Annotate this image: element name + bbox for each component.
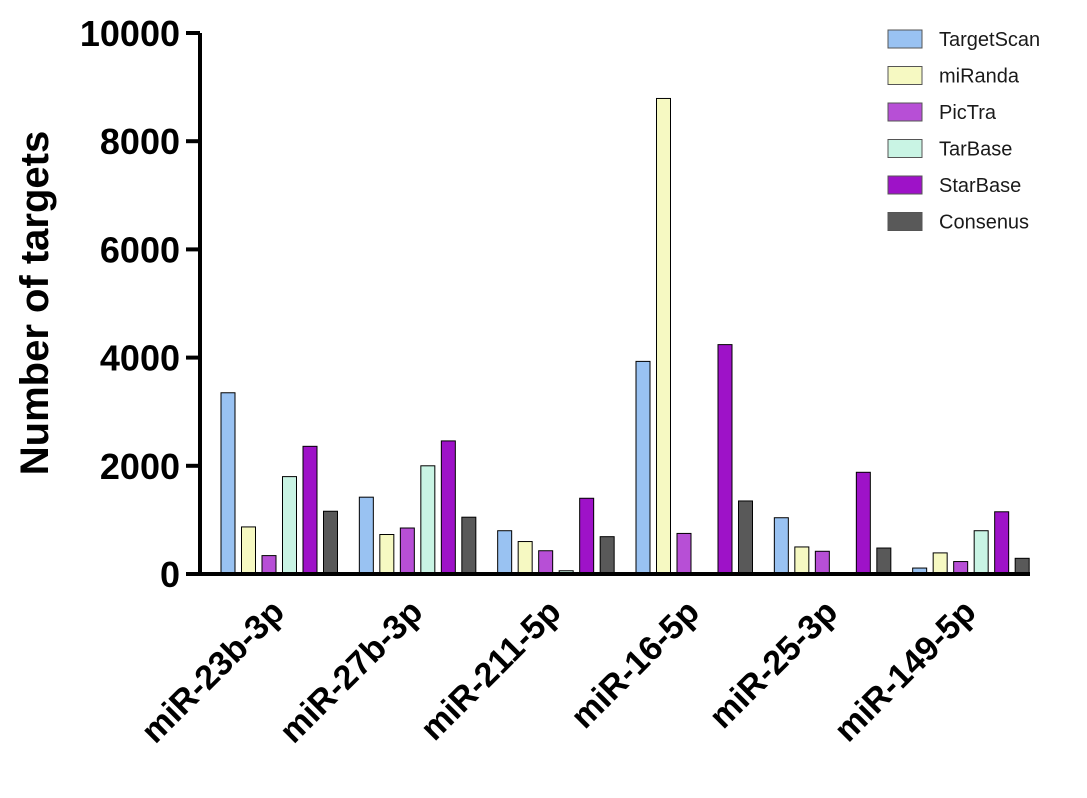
bar-group-miR-16-5p	[635, 97, 753, 575]
bar-Consenus-miR-211-5p	[599, 536, 615, 575]
bar-StarBase-miR-27b-3p	[440, 440, 456, 575]
bar-TargetScan-miR-27b-3p	[358, 496, 374, 575]
bar-Consenus-miR-149-5p	[1014, 557, 1030, 575]
bar-Consenus-miR-23b-3p	[323, 510, 338, 575]
x-tick-label: miR-149-5p	[827, 593, 983, 749]
legend-swatch	[887, 212, 923, 231]
bar-TargetScan-miR-211-5p	[497, 530, 513, 575]
bar-PicTra-miR-16-5p	[676, 532, 692, 575]
y-tick-label: 2000	[100, 446, 180, 487]
bar-TargetScan-miR-16-5p	[635, 360, 651, 575]
bar-TargetScan-miR-25-3p	[773, 517, 789, 575]
bar-PicTra-miR-27b-3p	[399, 527, 415, 575]
bar-Consenus-miR-25-3p	[876, 547, 892, 575]
legend-item-TargetScan: TargetScan	[887, 29, 1040, 51]
x-tick-label: miR-16-5p	[564, 593, 707, 736]
bar-miRanda-miR-23b-3p	[241, 526, 256, 575]
bar-StarBase-miR-23b-3p	[302, 445, 318, 575]
bar-TarBase-miR-149-5p	[973, 530, 989, 575]
y-axis-label: Number of targets	[13, 131, 57, 476]
bar-miRanda-miR-211-5p	[517, 541, 533, 575]
bar-group-miR-211-5p	[497, 497, 615, 575]
legend-swatch	[887, 175, 923, 195]
legend-item-TarBase: TarBase	[887, 139, 1012, 161]
legend-swatch	[887, 66, 923, 85]
bar-group-miR-25-3p	[773, 471, 892, 575]
y-tick-label: 0	[160, 554, 180, 595]
bar-PicTra-miR-25-3p	[814, 550, 830, 575]
legend-label: PicTra	[939, 102, 997, 124]
legend-label: TargetScan	[939, 29, 1040, 51]
bar-StarBase-miR-16-5p	[717, 344, 733, 575]
x-axis: miR-23b-3pmiR-27b-3pmiR-211-5pmiR-16-5pm…	[134, 572, 1030, 751]
bar-TarBase-miR-23b-3p	[282, 476, 297, 575]
legend-label: miRanda	[939, 66, 1020, 88]
bar-group-miR-23b-3p	[220, 392, 338, 575]
bar-Consenus-miR-16-5p	[738, 500, 753, 575]
legend-item-Consenus: Consenus	[887, 212, 1029, 234]
y-tick-label: 8000	[100, 121, 180, 162]
x-tick-label: miR-211-5p	[413, 593, 568, 748]
bar-PicTra-miR-211-5p	[538, 550, 554, 575]
y-axis: 0 2000 4000 6000 8000 10000	[80, 13, 202, 595]
legend-swatch	[887, 102, 923, 122]
x-tick-label: miR-23b-3p	[134, 593, 292, 751]
bar-PicTra-miR-23b-3p	[261, 555, 277, 575]
legend-label: StarBase	[939, 175, 1021, 197]
bar-StarBase-miR-25-3p	[855, 471, 871, 575]
bar-miRanda-miR-25-3p	[794, 546, 810, 575]
bar-miRanda-miR-16-5p	[656, 97, 671, 575]
legend-item-miRanda: miRanda	[887, 66, 1020, 88]
legend: TargetScan miRanda PicTra TarBase StarBase Co…	[887, 29, 1040, 234]
y-tick-label: 6000	[100, 229, 180, 270]
bar-TargetScan-miR-23b-3p	[220, 392, 236, 575]
bar-TarBase-miR-27b-3p	[420, 465, 436, 575]
bar-Consenus-miR-27b-3p	[461, 516, 477, 575]
legend-label: TarBase	[939, 139, 1012, 161]
bar-StarBase-miR-211-5p	[579, 497, 595, 575]
legend-swatch	[887, 29, 923, 49]
x-tick-label: miR-27b-3p	[272, 593, 430, 751]
legend-label: Consenus	[939, 212, 1029, 234]
bar-miRanda-miR-149-5p	[932, 552, 948, 575]
bar-group-miR-27b-3p	[358, 440, 477, 575]
y-tick-label: 4000	[100, 338, 180, 379]
y-tick-label: 10000	[80, 13, 180, 54]
bar-miRanda-miR-27b-3p	[379, 534, 395, 575]
legend-swatch	[887, 139, 923, 158]
bars-group	[220, 97, 1030, 575]
bar-group-miR-149-5p	[912, 511, 1030, 575]
bar-StarBase-miR-149-5p	[994, 511, 1010, 575]
x-tick-label: miR-25-3p	[702, 593, 845, 736]
legend-item-PicTra: PicTra	[887, 102, 997, 124]
legend-item-StarBase: StarBase	[887, 175, 1021, 197]
